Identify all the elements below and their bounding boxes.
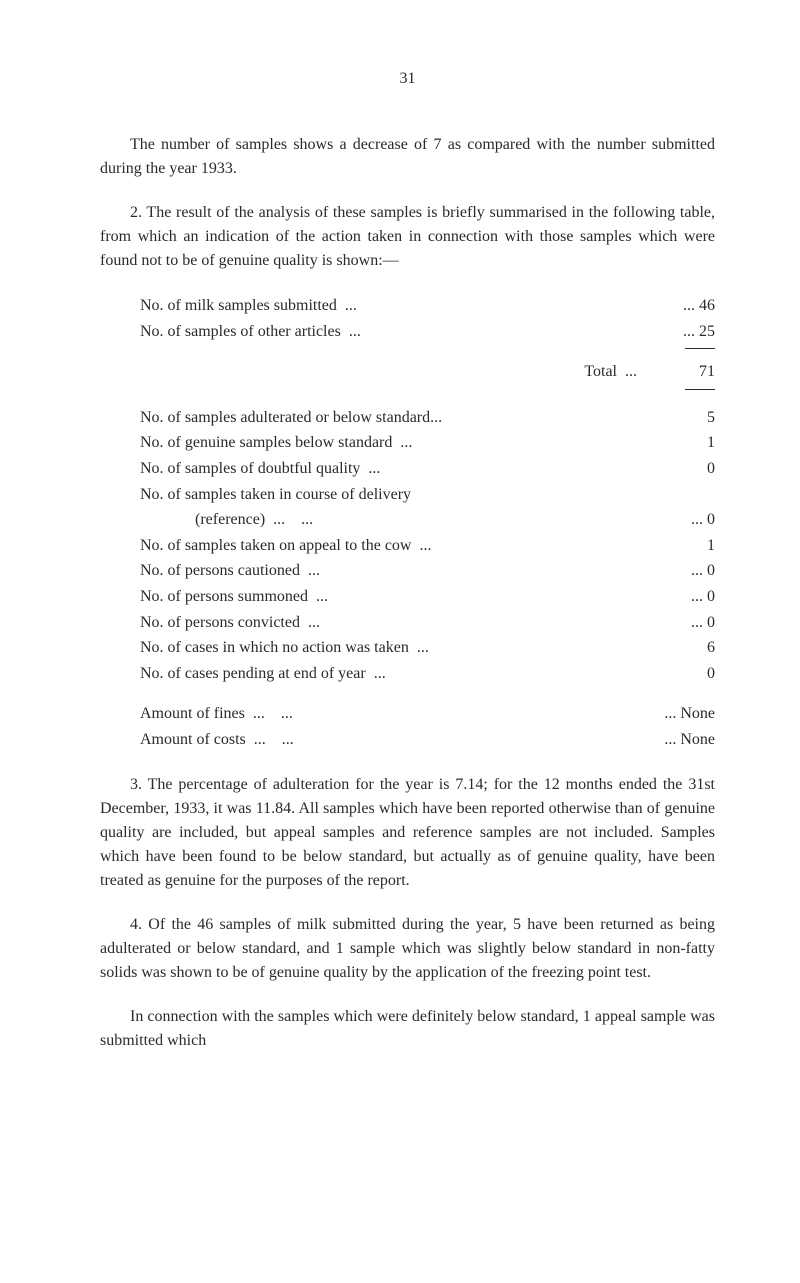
total-value: 71 [675, 359, 715, 385]
paragraph-5: In connection with the samples which wer… [100, 1005, 715, 1053]
paragraph-2: 2. The result of the analysis of these s… [100, 201, 715, 273]
paragraph-2-text: 2. The result of the analysis of these s… [100, 204, 715, 269]
table-row: No. of milk samples submitted... ... 46 [140, 293, 715, 319]
total-row: Total... 71 [140, 357, 715, 385]
table-row: No. of cases in which no action was take… [140, 635, 715, 661]
stat-value: ... 0 [675, 584, 715, 610]
stat-label: No. of samples of doubtful quality... [140, 456, 675, 482]
paragraph-1-text: The number of samples shows a decrease o… [100, 136, 715, 177]
stat-label: No. of cases pending at end of year... [140, 661, 675, 687]
stat-label: No. of persons cautioned... [140, 558, 675, 584]
stat-label: No. of samples of other articles... [140, 319, 675, 345]
stat-value: ... 0 [675, 558, 715, 584]
page-number: 31 [100, 70, 715, 88]
paragraph-3-text: 3. The percentage of adulteration for th… [100, 776, 715, 889]
table-row: No. of cases pending at end of year... 0 [140, 661, 715, 687]
rule-line [685, 348, 715, 349]
table-row-continuation: (reference)...... ... 0 [140, 507, 715, 533]
amounts-section: Amount of fines...... ... None Amount of… [140, 701, 715, 752]
amount-fines-row: Amount of fines...... ... None [140, 701, 715, 727]
stat-value: ... 0 [675, 507, 715, 533]
amount-costs-label: Amount of costs...... [140, 727, 655, 753]
stat-label: No. of cases in which no action was take… [140, 635, 675, 661]
stat-label: No. of samples adulterated or below stan… [140, 405, 675, 431]
stat-label-continuation: (reference)...... [140, 507, 675, 533]
amount-costs-value: ... None [655, 727, 715, 753]
stat-label: No. of milk samples submitted... [140, 293, 675, 319]
table-row: No. of persons cautioned... ... 0 [140, 558, 715, 584]
table-row: No. of samples taken on appeal to the co… [140, 533, 715, 559]
table-row: No. of persons convicted... ... 0 [140, 610, 715, 636]
rule-line [685, 389, 715, 390]
stat-value: 5 [675, 405, 715, 431]
amount-costs-row: Amount of costs...... ... None [140, 727, 715, 753]
stat-value: 6 [675, 635, 715, 661]
stat-label: No. of persons summoned... [140, 584, 675, 610]
stat-value: 1 [675, 430, 715, 456]
stat-label: No. of persons convicted... [140, 610, 675, 636]
stat-value: ... 25 [675, 319, 715, 345]
table-row: No. of samples adulterated or below stan… [140, 405, 715, 431]
stat-value: 1 [675, 533, 715, 559]
amount-fines-label: Amount of fines...... [140, 701, 655, 727]
paragraph-3: 3. The percentage of adulteration for th… [100, 773, 715, 893]
stat-value: 0 [675, 661, 715, 687]
stat-label: No. of samples taken on appeal to the co… [140, 533, 675, 559]
paragraph-4-text: 4. Of the 46 samples of milk submitted d… [100, 916, 715, 981]
stat-label: No. of samples taken in course of delive… [140, 482, 675, 508]
amount-fines-value: ... None [655, 701, 715, 727]
stat-value: 0 [675, 456, 715, 482]
table-row: No. of genuine samples below standard...… [140, 430, 715, 456]
total-label: Total... [140, 359, 675, 385]
summary-table-2: No. of samples adulterated or below stan… [140, 405, 715, 687]
stat-value: ... 46 [675, 293, 715, 319]
paragraph-4: 4. Of the 46 samples of milk submitted d… [100, 913, 715, 985]
summary-table-1: No. of milk samples submitted... ... 46 … [140, 293, 715, 390]
stat-label: No. of genuine samples below standard... [140, 430, 675, 456]
table-row: No. of persons summoned... ... 0 [140, 584, 715, 610]
stat-value: ... 0 [675, 610, 715, 636]
table-row: No. of samples of doubtful quality... 0 [140, 456, 715, 482]
paragraph-5-text: In connection with the samples which wer… [100, 1008, 715, 1049]
paragraph-1: The number of samples shows a decrease o… [100, 133, 715, 181]
table-row: No. of samples taken in course of delive… [140, 482, 715, 508]
table-row: No. of samples of other articles... ... … [140, 319, 715, 345]
